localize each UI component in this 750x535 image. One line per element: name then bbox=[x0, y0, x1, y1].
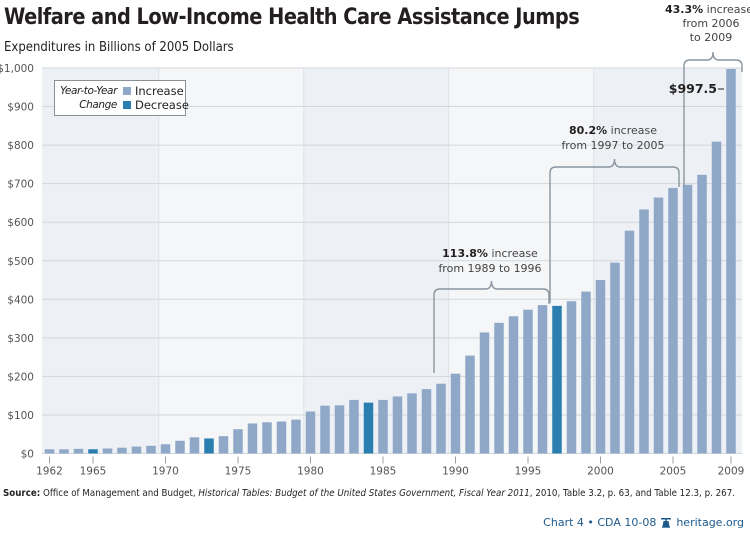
annotation-1997-2005-line2: from 1997 to 2005 bbox=[561, 139, 664, 152]
bar-1966 bbox=[102, 448, 113, 454]
x-tick-label: 1965 bbox=[80, 466, 107, 478]
x-tick-label: 1990 bbox=[442, 466, 469, 478]
bar-2008 bbox=[711, 141, 722, 454]
y-tick-label: $100 bbox=[7, 410, 34, 422]
bar-1968 bbox=[131, 446, 142, 454]
bar-1991 bbox=[465, 355, 475, 454]
chart-id: Chart 4 • CDA 10-08 bbox=[543, 516, 657, 529]
bar-1998 bbox=[566, 301, 577, 454]
annotation-2006-2009-line2: from 2006 bbox=[682, 17, 739, 30]
x-tick-label: 2009 bbox=[718, 466, 745, 478]
bar-1985 bbox=[378, 399, 388, 454]
x-axis: 1962 1965 1970 1975 1980 1985 1990 1995 2000 2005… bbox=[36, 456, 745, 478]
bar-1979 bbox=[291, 419, 301, 454]
bar-1977 bbox=[262, 422, 272, 454]
bar-2006 bbox=[682, 184, 693, 454]
x-tick-label: 1995 bbox=[515, 466, 542, 478]
bar-1989 bbox=[436, 383, 446, 454]
y-tick-label: $700 bbox=[7, 179, 34, 191]
y-tick-label: $0 bbox=[21, 449, 34, 461]
annotation-1989-1996: 113.8% increase bbox=[442, 247, 538, 260]
legend-heading: Year-to-Year Change bbox=[60, 85, 117, 111]
bar-2005 bbox=[668, 187, 678, 454]
bar-1962 bbox=[44, 449, 55, 454]
increase-swatch bbox=[123, 87, 131, 95]
bar-1981 bbox=[320, 405, 330, 454]
bar-1986 bbox=[392, 396, 403, 454]
chart-credit: Chart 4 • CDA 10-08 heritage.org bbox=[543, 516, 744, 529]
x-tick-label: 2000 bbox=[587, 466, 614, 478]
bar-2004 bbox=[653, 197, 664, 454]
final-value-label: $997.5 bbox=[669, 81, 717, 96]
bar-1967 bbox=[117, 447, 127, 454]
bar-1969 bbox=[146, 445, 156, 454]
legend: Year-to-Year Change Increase Decrease bbox=[54, 80, 189, 116]
annotation-brackets bbox=[433, 51, 743, 373]
y-tick-label: $200 bbox=[7, 371, 34, 383]
bar-2002 bbox=[624, 230, 635, 454]
bar-2007 bbox=[697, 174, 707, 454]
x-tick-label: 1975 bbox=[225, 466, 252, 478]
bar-1988 bbox=[421, 389, 432, 454]
y-axis-labels: $0 $100 $200 $300 $400 $500 $600 $700 $800 $900 $1… bbox=[0, 63, 34, 461]
x-tick-label: 1985 bbox=[370, 466, 397, 478]
x-tick-label: 1970 bbox=[152, 466, 179, 478]
bar-2003 bbox=[639, 209, 649, 454]
y-tick-label: $800 bbox=[7, 140, 34, 152]
chart-title: Welfare and Low-Income Health Care Assis… bbox=[4, 4, 580, 30]
site-link[interactable]: heritage.org bbox=[676, 516, 744, 529]
bar-1997 bbox=[552, 305, 562, 454]
bar-1971 bbox=[175, 440, 185, 454]
bar-1992 bbox=[479, 332, 490, 454]
bar-1983 bbox=[349, 399, 359, 454]
bars bbox=[44, 68, 736, 454]
bar-1980 bbox=[305, 411, 316, 454]
bar-1993 bbox=[494, 322, 504, 454]
bracket-2006-2009 bbox=[683, 51, 743, 186]
x-tick-label: 2005 bbox=[660, 466, 687, 478]
annotation-1989-1996-line2: from 1989 to 1996 bbox=[438, 262, 541, 275]
y-tick-label: $1,000 bbox=[0, 63, 34, 75]
y-tick-label: $500 bbox=[7, 256, 34, 268]
bar-2009 bbox=[726, 68, 736, 454]
bar-1982 bbox=[334, 405, 345, 454]
liberty-bell-icon bbox=[661, 517, 672, 528]
legend-item-decrease: Decrease bbox=[123, 98, 189, 112]
bracket-1989-1996 bbox=[433, 280, 550, 373]
bar-1996 bbox=[537, 305, 548, 454]
bar-1975 bbox=[233, 429, 243, 454]
bar-1994 bbox=[508, 316, 519, 454]
y-tick-label: $900 bbox=[7, 102, 34, 114]
bar-1970 bbox=[160, 444, 171, 454]
bar-1963 bbox=[59, 449, 69, 454]
chart-subtitle: Expenditures in Billions of 2005 Dollars bbox=[4, 40, 234, 55]
annotation-1997-2005: 80.2% increase bbox=[569, 124, 657, 137]
bracket-1997-2005 bbox=[549, 158, 680, 303]
y-tick-label: $600 bbox=[7, 217, 34, 229]
x-tick-label: 1980 bbox=[297, 466, 324, 478]
annotation-2006-2009-line3: to 2009 bbox=[690, 31, 733, 44]
bar-2000 bbox=[595, 280, 606, 454]
annotation-2006-2009: 43.3% increase bbox=[665, 3, 750, 16]
bar-1978 bbox=[276, 421, 287, 454]
x-tick-label: 1962 bbox=[36, 466, 63, 478]
decrease-swatch bbox=[123, 101, 131, 109]
bar-2001 bbox=[610, 262, 620, 454]
bar-1999 bbox=[581, 291, 591, 454]
bar-1995 bbox=[523, 309, 533, 454]
bar-1973 bbox=[204, 438, 214, 454]
bar-1987 bbox=[407, 393, 417, 454]
bar-1984 bbox=[363, 402, 374, 454]
bar-1976 bbox=[247, 423, 258, 454]
bar-1974 bbox=[218, 436, 229, 454]
bar-1990 bbox=[450, 373, 461, 454]
bar-1965 bbox=[88, 449, 98, 454]
bar-1972 bbox=[189, 437, 200, 454]
y-tick-label: $300 bbox=[7, 333, 34, 345]
legend-item-increase: Increase bbox=[123, 84, 184, 98]
y-tick-label: $400 bbox=[7, 294, 34, 306]
bar-1964 bbox=[73, 448, 84, 454]
source-note: Source: Office of Management and Budget,… bbox=[3, 488, 736, 499]
